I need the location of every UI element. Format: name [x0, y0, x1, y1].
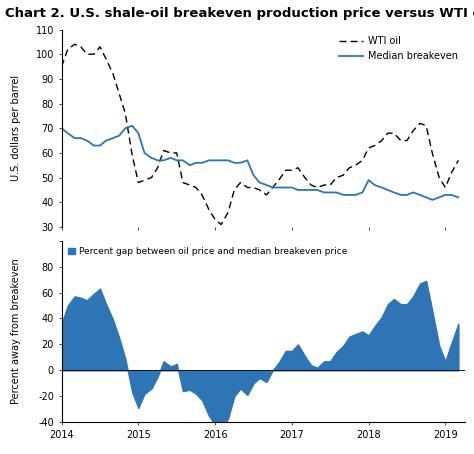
- Legend: Percent gap between oil price and median breakeven price: Percent gap between oil price and median…: [66, 245, 349, 258]
- Legend: WTI oil, Median breakeven: WTI oil, Median breakeven: [337, 35, 460, 63]
- Y-axis label: U.S. dollars per barrel: U.S. dollars per barrel: [11, 75, 21, 181]
- Y-axis label: Percent away from breakeven: Percent away from breakeven: [11, 258, 21, 405]
- Text: Chart 2. U.S. shale-oil breakeven production price versus WTI oil price: Chart 2. U.S. shale-oil breakeven produc…: [5, 7, 474, 20]
